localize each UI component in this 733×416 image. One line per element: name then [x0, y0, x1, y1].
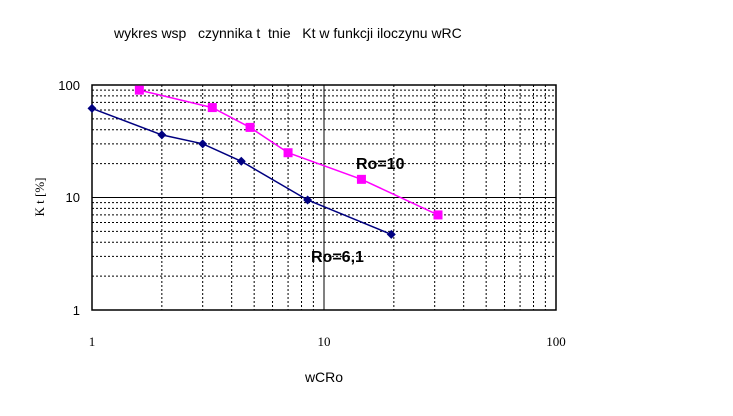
data-point-s0-3: [236, 156, 246, 166]
data-point-s0-5: [386, 229, 396, 239]
data-point-s1-5: [433, 210, 443, 220]
series-label-ro10: Ro=10: [356, 156, 405, 173]
series-line-1: [139, 89, 439, 216]
data-point-s0-4: [303, 195, 313, 205]
data-point-s0-0: [87, 103, 97, 113]
series-layer: [87, 85, 443, 239]
x-tick-label-1: 1: [89, 334, 96, 349]
x-tick-label-10: 10: [318, 334, 331, 349]
data-point-s1-2: [245, 122, 255, 132]
x-axis-label: wCRo: [304, 369, 343, 385]
plot-area: [91, 84, 557, 311]
y-tick-label-100: 100: [58, 78, 80, 93]
data-point-s1-3: [283, 148, 293, 158]
x-tick-label-100: 100: [546, 334, 566, 349]
data-point-s1-0: [134, 85, 144, 95]
data-point-s0-2: [198, 139, 208, 149]
series-line-0: [91, 107, 392, 236]
chart-title: wykres wsp czynnika t tnie Kt w funkcji …: [113, 25, 462, 41]
grid: [92, 85, 556, 310]
data-point-s1-4: [356, 174, 366, 184]
data-point-s0-1: [157, 130, 167, 140]
data-point-s1-1: [207, 103, 217, 113]
y-tick-label-10: 10: [66, 190, 80, 205]
y-axis-label: K t [%]: [32, 178, 47, 217]
series-label-ro61: Ro=6,1: [311, 249, 364, 266]
y-tick-label-1: 1: [73, 303, 80, 318]
